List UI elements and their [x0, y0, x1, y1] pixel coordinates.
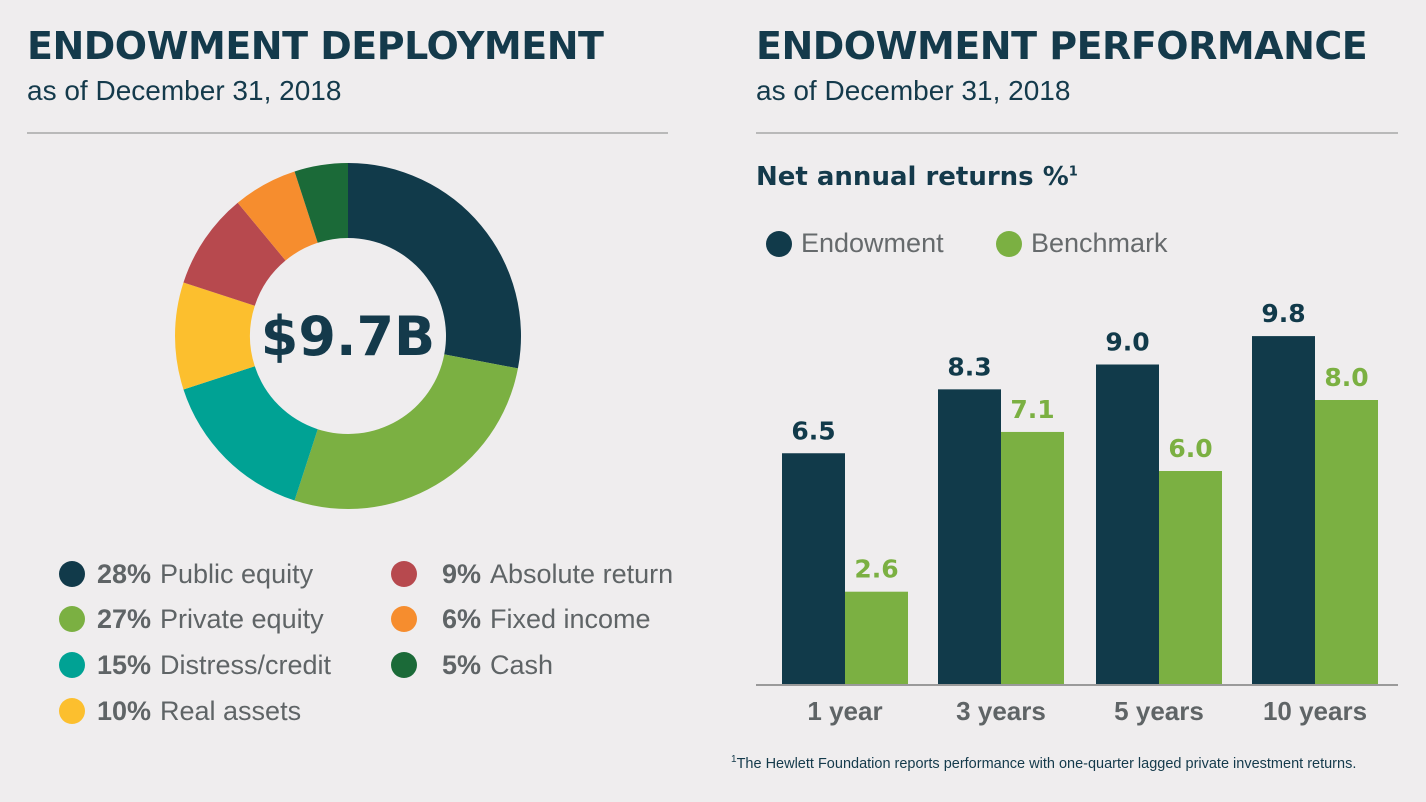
legend-swatch	[59, 698, 85, 724]
deployment-donut-chart: $9.7B	[175, 163, 521, 509]
legend-swatch	[59, 652, 85, 678]
footnote-number: 1	[731, 754, 737, 765]
legend-benchmark: Benchmark	[996, 228, 1168, 259]
legend-percent: 27%	[96, 603, 151, 634]
deployment-subtitle: as of December 31, 2018	[27, 75, 342, 106]
bar-value-label: 6.0	[1168, 434, 1212, 463]
legend-percent: 6%	[441, 603, 481, 634]
legend-item-fixed-income: 6% Fixed income	[391, 602, 651, 636]
legend-benchmark-label: Benchmark	[1031, 228, 1168, 258]
donut-slice-private-equity	[294, 354, 518, 509]
x-tick-label: 10 years	[1263, 696, 1367, 726]
bar-value-label: 9.8	[1261, 299, 1305, 328]
legend-label: Real assets	[160, 695, 302, 726]
donut-slice-real-assets	[175, 282, 255, 390]
legend-endowment-label: Endowment	[801, 228, 944, 258]
performance-subtitle: as of December 31, 2018	[756, 75, 1071, 106]
bar-benchmark-1-year	[845, 591, 908, 684]
bar-endowment-10-years	[1252, 336, 1315, 684]
bar-value-label: 2.6	[854, 555, 898, 584]
legend-percent: 10%	[96, 695, 151, 726]
returns-chart-title: Net annual returns %1	[756, 162, 1078, 192]
legend-item-distress-credit: 15% Distress/credit	[59, 648, 331, 682]
legend-swatch	[59, 606, 85, 632]
footnote: 1The Hewlett Foundation reports performa…	[731, 754, 1357, 772]
bar-value-label: 7.1	[1010, 395, 1054, 424]
bar-benchmark-3-years	[1001, 431, 1064, 684]
donut-slice-distress-credit	[183, 366, 318, 501]
performance-divider	[756, 132, 1398, 134]
legend-label: Private equity	[160, 603, 324, 634]
bar-value-label: 8.3	[947, 352, 991, 381]
donut-center-total: $9.7B	[261, 305, 435, 368]
legend-swatch	[391, 606, 417, 632]
legend-label: Fixed income	[490, 603, 651, 634]
legend-item-public-equity: 28% Public equity	[59, 557, 313, 591]
benchmark-swatch	[996, 230, 1022, 257]
x-tick-label: 3 years	[956, 696, 1046, 726]
bar-value-label: 6.5	[791, 416, 835, 445]
bar-benchmark-10-years	[1315, 400, 1378, 684]
donut-slice-absolute-return	[183, 202, 286, 306]
x-tick-label: 5 years	[1114, 696, 1204, 726]
bar-benchmark-5-years	[1159, 471, 1222, 684]
legend-label: Distress/credit	[160, 649, 332, 680]
footnote-marker: 1	[1068, 164, 1078, 180]
legend-endowment: Endowment	[766, 228, 944, 259]
legend-swatch	[391, 652, 417, 678]
bar-value-label: 9.0	[1105, 328, 1149, 357]
legend-label: Public equity	[160, 558, 314, 589]
legend-percent: 9%	[441, 558, 481, 589]
legend-label: Absolute return	[490, 558, 674, 589]
legend-item-private-equity: 27% Private equity	[59, 602, 324, 636]
deployment-divider	[27, 132, 668, 134]
legend-percent: 28%	[96, 558, 151, 589]
donut-slice-cash	[294, 163, 348, 243]
donut-slice-fixed-income	[237, 171, 318, 261]
bar-endowment-5-years	[1096, 364, 1159, 684]
legend-swatch	[391, 561, 417, 587]
legend-label: Cash	[490, 649, 554, 680]
bar-endowment-1-year	[782, 453, 845, 684]
bar-value-label: 8.0	[1324, 363, 1368, 392]
legend-swatch	[59, 561, 85, 587]
deployment-title: ENDOWMENT DEPLOYMENT	[27, 24, 604, 68]
x-tick-label: 1 year	[807, 696, 882, 726]
legend-percent: 15%	[96, 649, 151, 680]
bar-endowment-3-years	[938, 389, 1001, 684]
legend-item-absolute-return: 9% Absolute return	[391, 557, 673, 591]
legend-percent: 5%	[441, 649, 481, 680]
endowment-swatch	[766, 230, 792, 257]
legend-item-cash: 5% Cash	[391, 648, 553, 682]
returns-bar-chart: 6.5 2.6 1 year 8.3 7.1 3 years 9.0 6.0 5 years 9.…	[756, 299, 1398, 726]
performance-title: ENDOWMENT PERFORMANCE	[756, 24, 1368, 68]
donut-slice-public-equity	[348, 163, 521, 369]
legend-item-real-assets: 10% Real assets	[59, 694, 301, 728]
